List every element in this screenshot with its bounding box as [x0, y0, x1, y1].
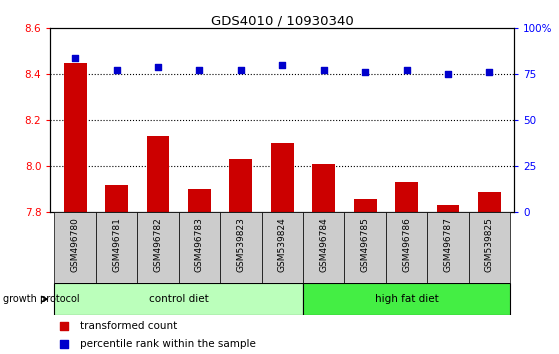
Bar	[220, 212, 262, 283]
Bar	[344, 212, 386, 283]
Text: GSM496780: GSM496780	[70, 217, 80, 272]
Text: GSM496781: GSM496781	[112, 217, 121, 272]
Point	[154, 65, 163, 70]
Text: GSM539825: GSM539825	[485, 217, 494, 272]
Text: transformed count: transformed count	[80, 321, 178, 331]
Text: GSM539823: GSM539823	[236, 217, 245, 272]
Text: percentile rank within the sample: percentile rank within the sample	[80, 339, 257, 349]
Bar	[188, 189, 211, 212]
Text: GSM496784: GSM496784	[319, 217, 328, 272]
Text: high fat diet: high fat diet	[375, 294, 438, 304]
Bar	[303, 212, 344, 283]
Point	[70, 55, 79, 61]
Bar	[437, 206, 459, 212]
Bar	[468, 212, 510, 283]
Bar	[179, 212, 220, 283]
Bar	[96, 212, 138, 283]
Bar	[54, 212, 96, 283]
Point	[112, 67, 121, 73]
Bar	[312, 164, 335, 212]
Bar	[395, 183, 418, 212]
Bar	[354, 199, 377, 212]
Bar	[427, 212, 468, 283]
Point	[195, 67, 204, 73]
Bar	[262, 212, 303, 283]
Title: GDS4010 / 10930340: GDS4010 / 10930340	[211, 14, 354, 27]
Text: growth protocol: growth protocol	[3, 294, 79, 304]
Point	[278, 62, 287, 68]
Text: control diet: control diet	[149, 294, 209, 304]
Bar	[146, 136, 169, 212]
Text: GSM496787: GSM496787	[443, 217, 452, 272]
Point	[404, 77, 413, 82]
Bar	[303, 283, 510, 315]
Point	[361, 69, 369, 75]
Point	[404, 243, 413, 249]
Point	[443, 72, 452, 77]
Text: GSM496783: GSM496783	[195, 217, 204, 272]
Bar	[54, 283, 303, 315]
Bar	[64, 63, 87, 212]
Text: GSM539824: GSM539824	[278, 217, 287, 272]
Point	[236, 67, 245, 73]
Point	[402, 67, 411, 73]
Bar	[105, 185, 128, 212]
Bar	[230, 160, 252, 212]
Bar	[386, 212, 427, 283]
Bar	[271, 143, 293, 212]
Bar	[138, 212, 179, 283]
Point	[319, 67, 328, 73]
Point	[485, 69, 494, 75]
Text: GSM496782: GSM496782	[154, 217, 163, 272]
Bar	[478, 192, 501, 212]
Text: GSM496785: GSM496785	[361, 217, 369, 272]
Text: GSM496786: GSM496786	[402, 217, 411, 272]
